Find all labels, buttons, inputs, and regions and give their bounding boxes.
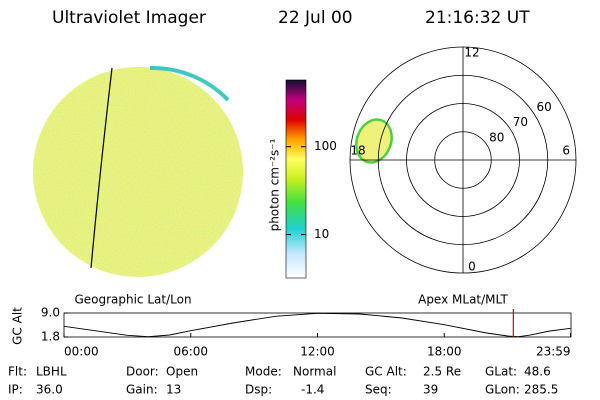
info-value: 2.5 Re (423, 365, 461, 379)
mlt-label: 0 (468, 260, 476, 274)
image-title: Geographic Lat/Lon (74, 293, 191, 307)
date: 22 Jul 00 (278, 8, 353, 28)
info-value: 39 (423, 383, 438, 397)
x-tick-label: 23:59 (536, 345, 571, 359)
instrument: Ultraviolet Imager (52, 8, 206, 28)
info-label: Gain: (126, 383, 158, 397)
info-label: Mode: (245, 365, 282, 379)
info-value: LBHL (36, 365, 67, 379)
info-value: -1.4 (301, 383, 324, 397)
lat-label: 80 (489, 131, 504, 145)
info-value: 285.5 (524, 383, 558, 397)
lat-label: 60 (537, 100, 552, 114)
info-label: IP: (8, 383, 23, 397)
x-tick-label: 12:00 (300, 345, 335, 359)
info-label: GLon: (485, 383, 520, 397)
info-value: 13 (166, 383, 181, 397)
mlt-label: 12 (464, 46, 479, 60)
info-label: Seq: (365, 383, 392, 397)
x-tick-label: 00:00 (64, 345, 99, 359)
x-tick-label: 06:00 (173, 345, 208, 359)
info-label: GC Alt: (365, 365, 407, 379)
terminator (90, 67, 113, 269)
auroral-oval (355, 118, 393, 164)
info-label: Dsp: (245, 383, 272, 397)
polar-title: Apex MLat/MLT (418, 293, 508, 307)
mlt-label: 6 (562, 144, 570, 158)
y-tick-label: 9.0 (41, 306, 60, 320)
disk-texture (33, 67, 243, 277)
colorbar-tick-label: 10 (314, 227, 329, 241)
y-label: GC Alt (11, 307, 25, 345)
time: 21:16:32 UT (425, 8, 530, 28)
info-value: Normal (293, 365, 336, 379)
info-label: GLat: (485, 365, 517, 379)
lat-label: 70 (513, 115, 528, 129)
y-tick-label: 1.8 (41, 330, 60, 344)
colorbar (285, 79, 307, 279)
info-value: 36.0 (36, 383, 63, 397)
info-label: Door: (126, 365, 159, 379)
limb-glow (149, 65, 230, 102)
altitude-line (63, 312, 571, 338)
colorbar-label: photon cm⁻²s⁻¹ (268, 138, 282, 231)
info-value: Open (166, 365, 198, 379)
mlt-label: 18 (350, 144, 365, 158)
info-value: 48.6 (524, 365, 551, 379)
colorbar-tick-label: 100 (314, 139, 337, 153)
info-label: Flt: (8, 365, 27, 379)
x-tick-label: 18:00 (427, 345, 462, 359)
